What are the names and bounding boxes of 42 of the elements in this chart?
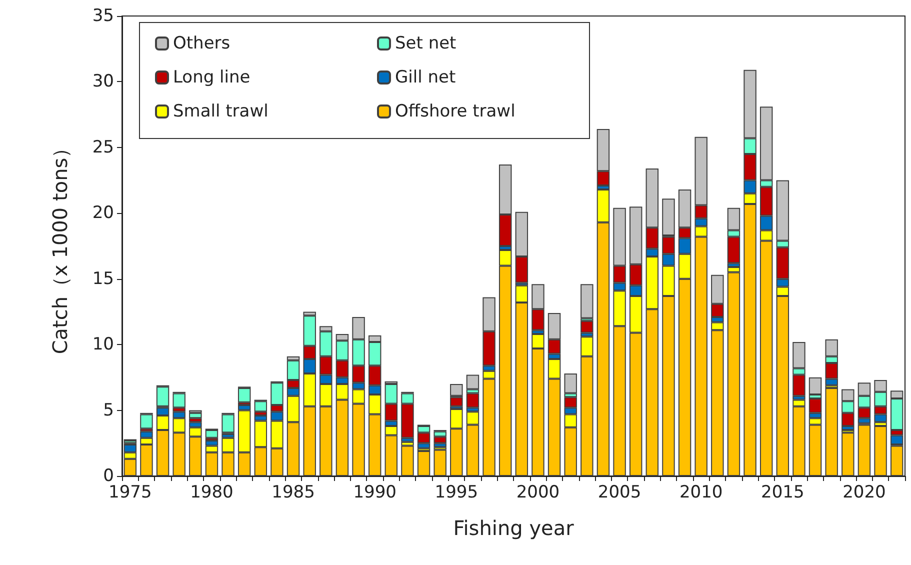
y-tick-label: 5 — [103, 400, 114, 420]
legend-label: Gill net — [395, 68, 456, 88]
y-tick-label: 15 — [92, 268, 114, 289]
bar — [205, 430, 218, 438]
bar — [417, 451, 430, 476]
x-tick-label: 2005 — [598, 482, 642, 502]
x-tick-label: 1980 — [190, 482, 234, 502]
x-tick-label: 2010 — [679, 482, 723, 502]
legend-label: Offshore trawl — [395, 102, 516, 122]
x-tick-label: 2020 — [842, 482, 886, 502]
bar — [466, 374, 480, 390]
legend-label: Small trawl — [173, 102, 268, 122]
bar — [580, 320, 594, 333]
x-tick-label: 2015 — [761, 482, 804, 502]
y-tick-label: 25 — [92, 137, 114, 158]
bar — [401, 446, 414, 476]
bar — [434, 450, 446, 476]
x-tick-label: 1995 — [434, 482, 478, 502]
bar — [254, 401, 268, 412]
bar — [238, 388, 251, 402]
bar — [825, 388, 838, 476]
y-tick-label: 35 — [92, 6, 114, 26]
bar — [808, 377, 822, 395]
y-tick-label: 10 — [92, 334, 114, 355]
bar — [580, 284, 594, 318]
x-tick-label: 1985 — [272, 482, 315, 502]
bar — [564, 373, 577, 394]
x-tick-label: 2000 — [516, 482, 560, 502]
y-tick-label: 20 — [92, 203, 114, 224]
bar — [466, 393, 480, 408]
y-axis-title: Catch（x 1000 tons） — [48, 138, 72, 354]
y-tick-label: 30 — [92, 72, 114, 92]
x-tick-label: 1990 — [353, 482, 396, 502]
bar — [874, 426, 887, 476]
bar — [189, 412, 202, 418]
bar — [172, 393, 186, 408]
legend-label: Others — [173, 34, 230, 54]
legend-label: Set net — [395, 34, 457, 54]
legend-label: Long line — [173, 68, 250, 88]
x-axis-title: Fishing year — [453, 516, 575, 540]
bar — [842, 432, 854, 476]
bar — [140, 414, 153, 429]
